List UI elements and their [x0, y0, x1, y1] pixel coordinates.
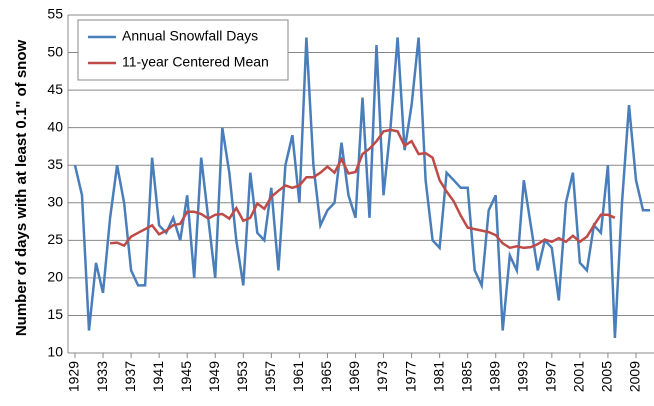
y-tick-label: 30	[47, 193, 63, 209]
x-tick-label: 2001	[571, 361, 587, 392]
y-tick-label: 50	[47, 43, 63, 59]
legend-box	[77, 19, 289, 81]
x-tick-label: 1977	[402, 361, 418, 392]
legend-label: Annual Snowfall Days	[122, 28, 258, 44]
y-tick-label: 55	[47, 6, 63, 22]
x-tick-label: 1941	[150, 361, 166, 392]
y-tick-label: 45	[47, 81, 63, 97]
x-tick-label: 2009	[627, 361, 643, 392]
y-tick-label: 25	[47, 231, 63, 247]
y-axis-label: Number of days with at least 0.1" of sno…	[13, 40, 30, 337]
x-tick-label: 1961	[290, 361, 306, 392]
y-tick-label: 15	[47, 306, 63, 322]
series-line	[73, 37, 650, 339]
x-tick-label: 1997	[543, 361, 559, 392]
x-tick-label: 1973	[374, 361, 390, 392]
x-tick-label: 1985	[458, 361, 474, 392]
x-tick-label: 1981	[430, 361, 446, 392]
x-tick-label: 2005	[599, 361, 615, 392]
series-line	[109, 128, 616, 250]
y-tick-label: 10	[47, 344, 63, 360]
x-tick-label: 1937	[122, 361, 138, 392]
x-tick-label: 1933	[94, 361, 110, 392]
x-tick-label: 1989	[486, 361, 502, 392]
legend-label: 11-year Centered Mean	[122, 54, 269, 70]
y-tick-label: 40	[47, 118, 63, 134]
y-tick-label: 35	[47, 156, 63, 172]
x-tick-label: 1993	[514, 361, 530, 392]
y-tick-label: 20	[47, 269, 63, 285]
x-tick-label: 1945	[178, 361, 194, 392]
x-tick-label: 1949	[206, 361, 222, 392]
x-tick-label: 1969	[346, 361, 362, 392]
x-tick-label: 1957	[262, 361, 278, 392]
x-tick-label: 1965	[318, 361, 334, 392]
x-tick-label: 1953	[234, 361, 250, 392]
x-tick-label: 1929	[66, 361, 82, 392]
